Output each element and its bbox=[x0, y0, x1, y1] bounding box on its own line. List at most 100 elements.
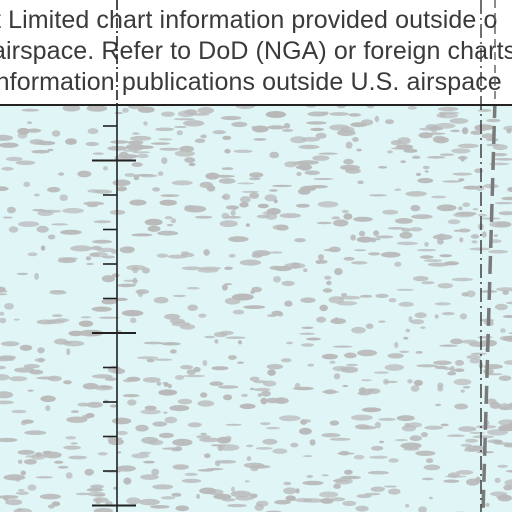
speckle bbox=[484, 373, 503, 376]
speckle bbox=[490, 491, 508, 497]
speckle bbox=[502, 290, 509, 295]
speckle bbox=[342, 384, 349, 388]
speckle bbox=[472, 435, 495, 439]
speckle bbox=[167, 254, 188, 259]
speckle bbox=[283, 481, 292, 486]
speckle bbox=[77, 170, 92, 178]
speckle bbox=[455, 211, 477, 216]
speckle bbox=[265, 212, 278, 220]
speckle bbox=[447, 219, 461, 225]
speckle bbox=[160, 496, 176, 500]
speckle bbox=[51, 314, 63, 317]
speckle bbox=[434, 302, 451, 306]
speckle bbox=[379, 440, 384, 444]
speckle bbox=[332, 345, 353, 348]
speckle bbox=[329, 112, 349, 116]
speckle bbox=[249, 376, 260, 382]
speckle bbox=[498, 211, 512, 216]
speckle bbox=[147, 225, 161, 232]
speckle bbox=[381, 251, 401, 258]
speckle bbox=[443, 479, 460, 483]
speckle bbox=[91, 306, 112, 312]
speckle bbox=[200, 134, 207, 139]
speckle bbox=[470, 352, 487, 355]
speckle bbox=[400, 442, 422, 449]
speckle bbox=[290, 442, 299, 448]
speckle bbox=[0, 437, 18, 443]
speckle bbox=[505, 469, 512, 473]
speckle bbox=[225, 423, 243, 426]
speckle bbox=[47, 234, 56, 240]
speckle bbox=[409, 227, 423, 232]
speckle bbox=[24, 430, 47, 436]
speckle bbox=[251, 125, 258, 130]
speckle bbox=[23, 181, 31, 187]
speckle bbox=[321, 353, 338, 360]
speckle bbox=[47, 375, 62, 382]
speckle bbox=[486, 118, 501, 123]
speckle bbox=[330, 497, 346, 502]
speckle bbox=[388, 488, 401, 495]
speckle bbox=[357, 391, 372, 396]
speckle bbox=[343, 158, 354, 165]
speckle bbox=[302, 480, 324, 486]
speckle bbox=[19, 344, 33, 351]
speckle bbox=[159, 199, 177, 206]
speckle bbox=[90, 251, 108, 258]
speckle bbox=[365, 323, 374, 330]
speckle bbox=[493, 234, 498, 237]
speckle bbox=[338, 450, 350, 456]
speckle bbox=[164, 416, 178, 424]
speckle bbox=[156, 253, 169, 258]
speckle bbox=[342, 500, 357, 507]
speckle bbox=[142, 377, 161, 383]
speckle bbox=[410, 204, 421, 212]
speckle bbox=[345, 168, 361, 174]
speckle bbox=[466, 290, 476, 298]
speckle bbox=[0, 495, 19, 499]
speckle bbox=[498, 375, 512, 382]
speckle bbox=[45, 405, 51, 411]
speckle bbox=[131, 162, 143, 168]
speckle bbox=[51, 130, 61, 137]
speckle bbox=[20, 470, 26, 476]
speckle bbox=[281, 280, 295, 287]
speckle bbox=[318, 152, 338, 155]
speckle bbox=[143, 460, 155, 464]
speckle bbox=[40, 395, 56, 403]
speckle bbox=[285, 495, 297, 502]
speckle bbox=[434, 314, 439, 319]
speckle bbox=[307, 363, 315, 367]
speckle bbox=[194, 215, 213, 219]
speckle bbox=[337, 129, 356, 137]
speckle bbox=[419, 127, 437, 131]
speckle bbox=[388, 298, 397, 303]
speckle bbox=[423, 464, 441, 471]
speckle bbox=[177, 398, 193, 405]
speckle bbox=[477, 213, 488, 217]
speckle bbox=[3, 474, 26, 481]
speckle bbox=[459, 313, 468, 320]
speckle bbox=[220, 115, 242, 121]
speckle bbox=[92, 239, 113, 244]
speckle bbox=[296, 164, 313, 170]
speckle bbox=[156, 381, 162, 386]
speckle bbox=[407, 422, 423, 428]
speckle bbox=[411, 155, 421, 159]
speckle bbox=[59, 194, 68, 201]
speckle bbox=[68, 455, 87, 460]
speckle bbox=[420, 326, 426, 329]
speckle bbox=[458, 228, 471, 233]
speckle bbox=[388, 458, 399, 463]
speckle bbox=[457, 143, 479, 149]
speckle bbox=[437, 382, 444, 389]
speckle bbox=[416, 248, 437, 252]
speckle bbox=[91, 374, 113, 379]
speckle bbox=[353, 454, 365, 460]
speckle bbox=[486, 143, 501, 147]
speckle bbox=[136, 153, 149, 159]
chart-notice-box: t Limited chart information provided out… bbox=[0, 0, 512, 106]
speckle bbox=[16, 272, 28, 276]
speckle bbox=[384, 364, 404, 371]
speckle bbox=[354, 249, 367, 252]
